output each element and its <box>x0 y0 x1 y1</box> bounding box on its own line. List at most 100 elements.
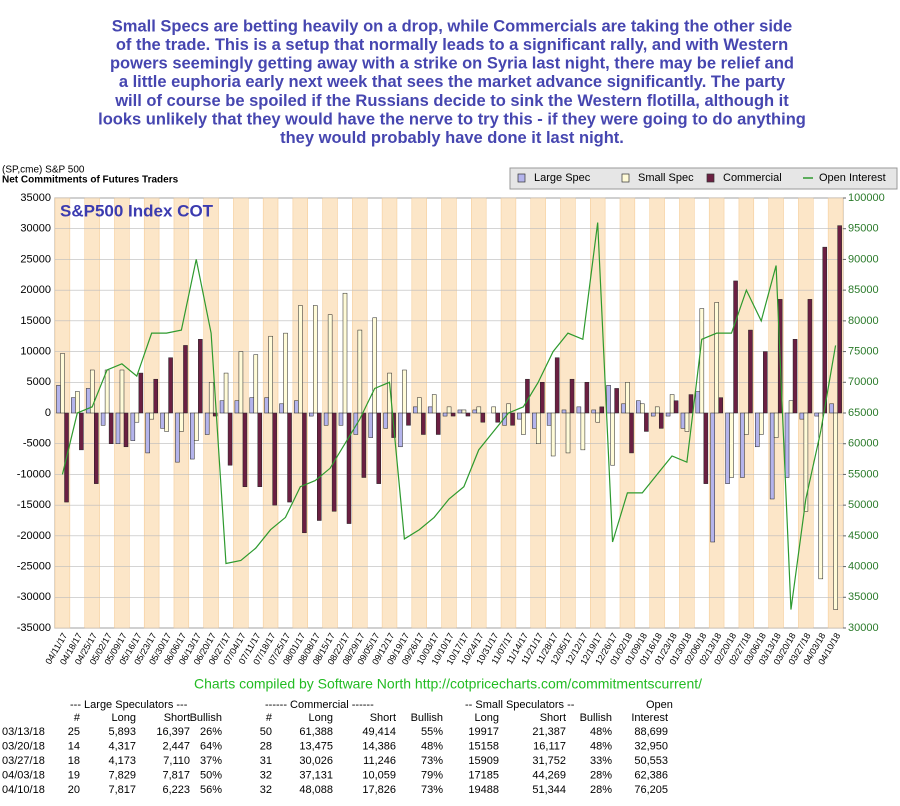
bar <box>283 332 288 414</box>
y-tick-label: 20000 <box>20 284 51 296</box>
bar <box>208 382 214 414</box>
table-row-date: 03/20/18 <box>2 740 45 752</box>
bar <box>130 412 136 441</box>
chart-title: S&P500 Index COT <box>60 201 214 220</box>
bar <box>837 225 842 414</box>
table-row-date: 04/03/18 <box>2 769 45 781</box>
bar <box>595 412 601 423</box>
legend-swatch <box>621 173 630 183</box>
bar <box>279 403 284 414</box>
table-cell: 56% <box>200 784 222 796</box>
bar <box>71 397 76 414</box>
bar <box>431 394 437 414</box>
bar <box>327 314 333 414</box>
bar <box>242 412 248 487</box>
bar <box>372 317 377 414</box>
bar <box>521 412 526 435</box>
table-group-header: --- Large Speculators --- <box>70 699 188 711</box>
bar <box>465 412 471 417</box>
bar <box>108 412 114 444</box>
bar <box>606 385 611 414</box>
bar <box>450 412 456 417</box>
table-cell: 28% <box>590 784 612 796</box>
bar <box>673 400 679 414</box>
table-column-header: Bullish <box>411 712 443 724</box>
bar <box>442 412 448 417</box>
table-column-header: Long <box>309 712 333 724</box>
bar <box>536 412 541 444</box>
table-cell: 62,386 <box>634 769 668 781</box>
bar <box>123 412 129 448</box>
table-cell: 48% <box>590 740 612 752</box>
bar <box>353 412 359 435</box>
table-cell: 5,893 <box>108 726 136 738</box>
table-cell: 7,829 <box>108 769 136 781</box>
y2-tick-label: 65000 <box>848 407 879 419</box>
table-cell: 17185 <box>468 769 499 781</box>
table-cell: 32 <box>260 769 272 781</box>
y2-tick-label: 45000 <box>848 530 879 542</box>
bar <box>149 412 154 420</box>
bar <box>94 412 99 484</box>
bar <box>190 412 195 460</box>
bar <box>818 412 824 580</box>
y2-tick-label: 50000 <box>848 499 879 511</box>
table-row-date: 03/13/18 <box>2 726 45 738</box>
bar <box>695 391 701 414</box>
table-cell: 15158 <box>468 740 499 752</box>
table-cell: 64% <box>200 740 222 752</box>
bar <box>546 412 552 426</box>
table-cell: 19488 <box>468 784 499 796</box>
y2-tick-label: 85000 <box>848 284 879 296</box>
bar <box>234 400 240 414</box>
y-tick-label: 0 <box>45 407 51 419</box>
bar <box>799 412 805 420</box>
table-cell: 30,026 <box>299 755 333 767</box>
y2-tick-label: 95000 <box>848 223 879 235</box>
bar <box>580 412 586 451</box>
table-column-header: # <box>266 712 273 724</box>
bar <box>342 292 348 414</box>
bar <box>569 378 575 414</box>
table-column-header: # <box>74 712 81 724</box>
bar <box>323 412 329 426</box>
bar <box>287 412 292 503</box>
table-cell: 61,388 <box>299 726 333 738</box>
table-cell: 13,475 <box>299 740 333 752</box>
table-cell: 16,397 <box>156 726 190 738</box>
table-row-date: 04/10/18 <box>2 784 45 796</box>
bar <box>212 412 218 417</box>
credit: Charts compiled by Software North http:/… <box>194 676 702 692</box>
bar <box>194 412 199 441</box>
table-column-header: Bullish <box>190 712 222 724</box>
table-cell: 11,246 <box>363 755 396 767</box>
bar <box>338 412 344 426</box>
y-tick-label: 25000 <box>20 253 51 265</box>
table-cell: 28% <box>590 769 612 781</box>
table-cell: 37% <box>200 755 222 767</box>
table-column-header: Interest <box>631 712 668 724</box>
table-column-header: Long <box>112 712 136 724</box>
legend-label: Small Spec <box>638 172 694 184</box>
table-column-header: Long <box>475 712 499 724</box>
bar <box>733 280 738 414</box>
bar <box>198 339 203 414</box>
bar <box>688 394 694 414</box>
bar <box>153 378 158 414</box>
line <box>61 222 837 610</box>
y2-tick-label: 80000 <box>848 315 879 327</box>
bar <box>268 335 273 414</box>
bar <box>298 305 303 414</box>
bar <box>446 406 452 414</box>
bar <box>435 412 441 435</box>
bar <box>145 412 150 454</box>
bar <box>264 397 269 414</box>
bar <box>640 403 645 414</box>
bar <box>56 385 61 414</box>
table-cell: 33% <box>590 755 612 767</box>
y2-tick-label: 40000 <box>848 560 879 572</box>
table-cell: 76,205 <box>634 784 668 796</box>
bar <box>773 412 779 438</box>
table-cell: 51,344 <box>532 784 566 796</box>
